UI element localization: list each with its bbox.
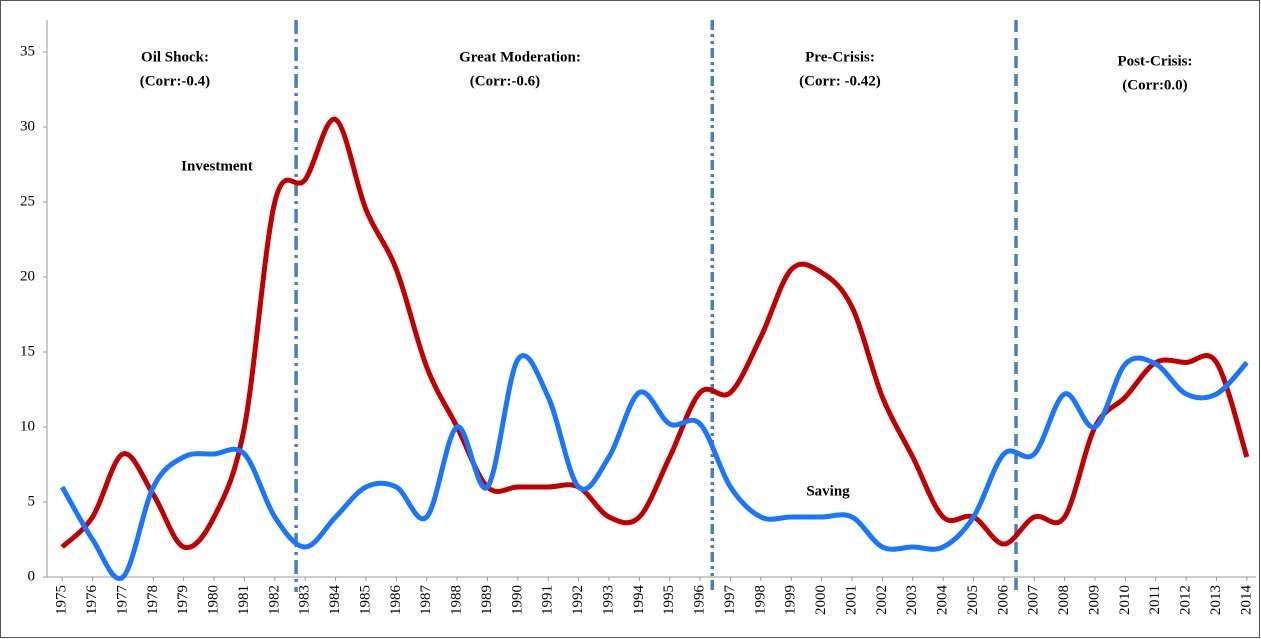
x-tick-label: 1997 (722, 585, 738, 616)
x-tick-label: 1980 (206, 585, 222, 615)
series-label: Investment (181, 158, 253, 174)
x-tick-label: 2011 (1147, 585, 1163, 614)
x-tick-label: 2000 (813, 585, 829, 615)
x-tick-label: 1985 (357, 585, 373, 615)
x-tick-label: 1983 (297, 585, 313, 615)
period-label: (Corr:-0.4) (140, 73, 210, 89)
x-tick-label: 1992 (570, 585, 586, 615)
series-label: Saving (806, 483, 850, 499)
x-tick-label: 1987 (418, 585, 434, 616)
x-tick-label: 1975 (54, 585, 70, 615)
period-label: (Corr: -0.42) (799, 73, 881, 89)
x-tick-label: 2007 (1026, 585, 1042, 616)
x-tick-label: 1998 (752, 585, 768, 615)
x-tick-label: 1986 (388, 585, 404, 616)
x-tick-label: 2006 (995, 585, 1011, 616)
period-label: (Corr:0.0) (1122, 77, 1187, 93)
x-tick-label: 1977 (114, 585, 130, 616)
y-tick-label: 20 (20, 268, 35, 284)
x-tick-label: 2005 (965, 585, 981, 615)
x-tick-label: 2010 (1117, 585, 1133, 615)
x-tick-label: 1999 (783, 585, 799, 615)
x-tick-label: 2009 (1086, 585, 1102, 615)
series-line (60, 353, 1249, 582)
y-tick-label: 35 (20, 43, 35, 59)
x-tick-label: 1979 (175, 585, 191, 615)
x-tick-label: 1996 (692, 585, 708, 616)
period-label: Great Moderation: (459, 49, 581, 65)
x-tick-label: 2008 (1056, 585, 1072, 615)
x-tick-label: 2012 (1178, 585, 1194, 615)
x-tick-label: 2002 (874, 585, 890, 615)
x-tick-label: 2001 (843, 585, 859, 615)
period-label: Oil Shock: (141, 49, 209, 65)
x-tick-label: 1994 (631, 585, 647, 616)
x-tick-label: 1993 (600, 585, 616, 615)
x-tick-label: 1981 (236, 585, 252, 615)
y-tick-label: 10 (20, 418, 35, 434)
y-tick-label: 0 (28, 568, 36, 584)
x-tick-label: 2014 (1238, 585, 1254, 616)
y-tick-label: 15 (20, 343, 35, 359)
y-tick-label: 30 (20, 118, 35, 134)
x-tick-label: 1991 (540, 585, 556, 615)
period-label: (Corr:-0.6) (470, 73, 540, 89)
period-label: Post-Crisis: (1118, 53, 1193, 69)
x-tick-label: 1984 (327, 585, 343, 616)
y-tick-label: 5 (28, 493, 36, 509)
series-line (60, 116, 1250, 551)
y-tick-label: 25 (20, 193, 35, 209)
x-tick-label: 1995 (661, 585, 677, 615)
x-tick-label: 1982 (266, 585, 282, 615)
x-tick-label: 2004 (935, 585, 951, 616)
x-tick-label: 1976 (84, 585, 100, 616)
period-label: Pre-Crisis: (805, 49, 875, 65)
x-tick-label: 1990 (509, 585, 525, 615)
x-tick-label: 1978 (145, 585, 161, 615)
x-tick-label: 2013 (1208, 585, 1224, 615)
x-tick-label: 1989 (479, 585, 495, 615)
x-tick-label: 2003 (904, 585, 920, 615)
x-tick-label: 1988 (449, 585, 465, 615)
